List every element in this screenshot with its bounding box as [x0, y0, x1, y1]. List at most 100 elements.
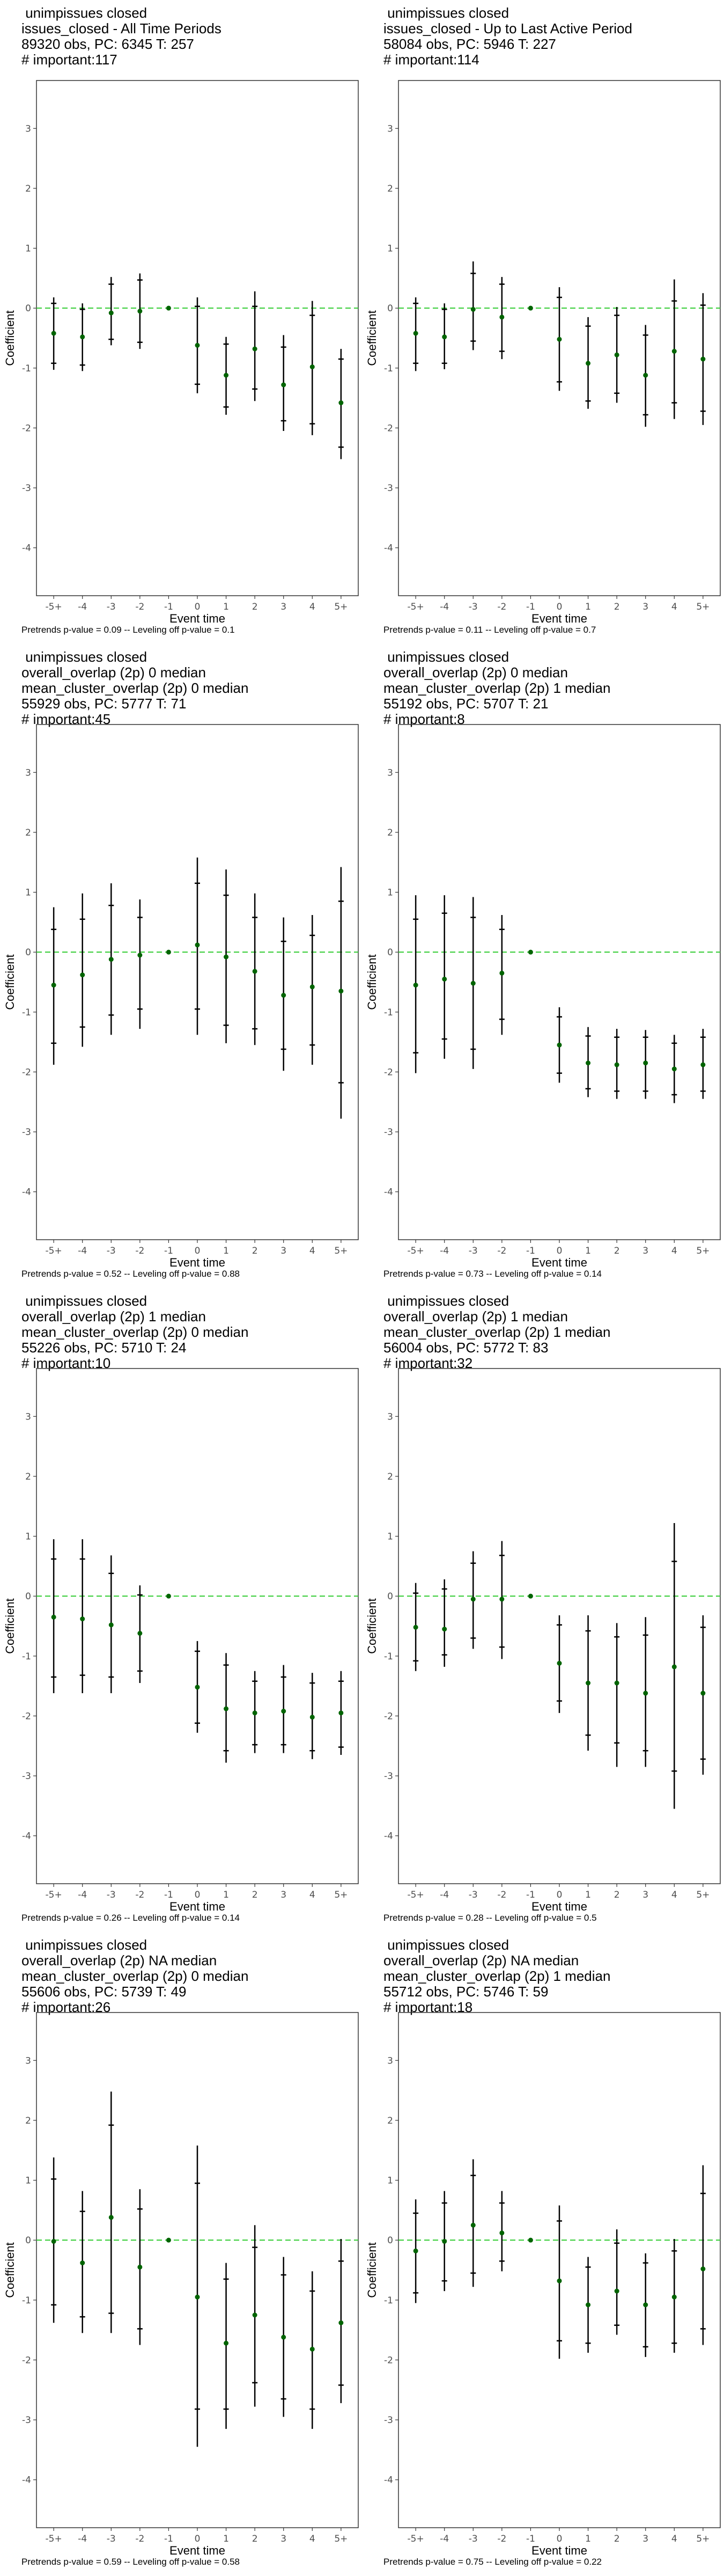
y-tick-label: 0 — [25, 2235, 31, 2246]
pvalue-footer: Pretrends p-value = 0.11 -- Leveling off… — [383, 625, 596, 635]
y-tick-label: 0 — [25, 1591, 31, 1602]
chart-panel: unimpissues closed issues_closed - Up to … — [362, 0, 724, 644]
x-tick-label: -4 — [440, 602, 449, 612]
y-tick-label: -1 — [384, 1007, 393, 1018]
x-tick-label: -4 — [440, 1890, 449, 1900]
point-estimate — [499, 2230, 505, 2236]
point-estimate — [137, 309, 143, 314]
x-tick-label: -3 — [469, 1890, 478, 1900]
x-tick-label: 2 — [614, 1890, 620, 1900]
x-tick-label: -3 — [107, 602, 116, 612]
x-tick-label: 1 — [223, 1246, 229, 1256]
y-tick-label: -4 — [22, 1187, 31, 1198]
pvalue-footer: Pretrends p-value = 0.28 -- Leveling off… — [383, 1913, 597, 1923]
x-tick-label: -3 — [107, 1246, 116, 1256]
point-estimate — [108, 957, 114, 962]
pvalue-footer: Pretrends p-value = 0.59 -- Leveling off… — [21, 2557, 240, 2567]
x-tick-label: -1 — [164, 1890, 173, 1900]
y-tick-label: -4 — [384, 543, 393, 554]
x-tick-label: 0 — [195, 1890, 201, 1900]
y-tick-label: 3 — [25, 2055, 31, 2066]
x-tick-label: 1 — [585, 2534, 591, 2544]
x-tick-label: -1 — [164, 1246, 173, 1256]
chart-title-line: overall_overlap (2p) NA median — [383, 1952, 579, 1968]
y-axis-title: Coefficient — [3, 2242, 17, 2298]
x-axis-title: Event time — [169, 1900, 225, 1913]
y-tick-label: -2 — [22, 1711, 31, 1722]
x-tick-label: -2 — [135, 602, 144, 612]
y-tick-label: 0 — [387, 1591, 393, 1602]
plot-area: -4 -3 -2 -1 0 1 2 3 -5+ -4 -3 -2 -1 0 1 2 3 4 5+ Event time… — [365, 1368, 721, 1913]
x-tick-label: -5+ — [408, 1246, 424, 1256]
chart-title-line: unimpissues closed — [383, 1937, 509, 1953]
y-axis-title: Coefficient — [365, 2242, 379, 2298]
chart-title-line: mean_cluster_overlap (2p) 0 median — [21, 1968, 249, 1984]
point-estimate — [643, 1690, 648, 1696]
plot-area: -4 -3 -2 -1 0 1 2 3 -5+ -4 -3 -2 -1 0 1 2 3 4 5+ Event time… — [3, 724, 359, 1269]
point-estimate — [614, 1680, 619, 1686]
x-tick-label: -1 — [526, 1890, 535, 1900]
point-estimate — [166, 949, 171, 955]
x-tick-label: 5+ — [696, 1890, 710, 1900]
x-tick-label: -4 — [78, 1246, 87, 1256]
y-tick-label: 0 — [25, 947, 31, 958]
x-tick-label: 5+ — [696, 602, 710, 612]
point-estimate — [224, 372, 229, 378]
x-axis-title: Event time — [169, 612, 225, 625]
point-estimate — [166, 1593, 171, 1599]
x-tick-label: -1 — [164, 2534, 173, 2544]
y-tick-label: -4 — [22, 2475, 31, 2486]
y-tick-label: -4 — [384, 2475, 393, 2486]
x-tick-label: -3 — [469, 2534, 478, 2544]
y-tick-label: 1 — [387, 1532, 393, 1542]
x-tick-label: -3 — [469, 602, 478, 612]
y-tick-label: 3 — [25, 123, 31, 134]
point-estimate — [281, 993, 286, 998]
x-tick-label: -3 — [107, 2534, 116, 2544]
point-estimate — [700, 2266, 706, 2272]
y-tick-label: -1 — [384, 1651, 393, 1662]
chart-title-line: 55606 obs, PC: 5739 T: 49 — [21, 1984, 187, 2000]
point-estimate — [195, 1685, 200, 1690]
chart-title-line: 55192 obs, PC: 5707 T: 21 — [383, 696, 549, 712]
chart-title-line: # important:114 — [383, 52, 479, 68]
y-tick-label: 2 — [387, 828, 393, 838]
point-estimate — [137, 2264, 143, 2270]
x-tick-label: 4 — [309, 602, 315, 612]
y-tick-label: 0 — [387, 947, 393, 958]
y-tick-label: -3 — [384, 1127, 393, 1138]
point-estimate — [671, 1066, 677, 1072]
x-tick-label: 5+ — [696, 2534, 710, 2544]
point-estimate — [643, 1060, 648, 1066]
point-estimate — [252, 1710, 257, 1716]
chart-title-line: overall_overlap (2p) 1 median — [21, 1308, 206, 1324]
chart-panel: unimpissues closed overall_overlap (2p) 0… — [0, 644, 362, 1288]
point-estimate — [281, 382, 286, 387]
point-estimate — [195, 942, 200, 948]
y-tick-label: 3 — [25, 767, 31, 778]
point-estimate — [338, 400, 344, 406]
y-tick-label: 3 — [387, 767, 393, 778]
point-estimate — [413, 983, 418, 988]
chart-title-line: mean_cluster_overlap (2p) 1 median — [383, 680, 611, 696]
y-tick-label: -2 — [384, 1711, 393, 1722]
point-estimate — [499, 1597, 505, 1602]
y-axis-title: Coefficient — [365, 954, 379, 1010]
point-estimate — [557, 336, 562, 342]
plot-area: -4 -3 -2 -1 0 1 2 3 -5+ -4 -3 -2 -1 0 1 2 3 4 5+ Event time… — [3, 2012, 359, 2557]
x-tick-label: 4 — [309, 1890, 315, 1900]
chart-panel: unimpissues closed overall_overlap (2p) N… — [0, 1932, 362, 2576]
x-tick-label: 4 — [309, 1246, 315, 1256]
point-estimate — [309, 364, 315, 370]
point-estimate — [528, 949, 533, 955]
y-tick-label: 3 — [387, 123, 393, 134]
chart-panel: unimpissues closed overall_overlap (2p) 1… — [0, 1288, 362, 1932]
x-tick-label: 4 — [671, 1890, 677, 1900]
point-estimate — [80, 2260, 85, 2266]
chart-title-line: unimpissues closed — [21, 1293, 147, 1309]
pvalue-footer: Pretrends p-value = 0.52 -- Leveling off… — [21, 1269, 240, 1279]
x-tick-label: -2 — [497, 1890, 506, 1900]
chart-title-line: issues_closed - All Time Periods — [21, 20, 221, 36]
y-tick-label: 2 — [387, 1472, 393, 1482]
point-estimate — [281, 2334, 286, 2340]
